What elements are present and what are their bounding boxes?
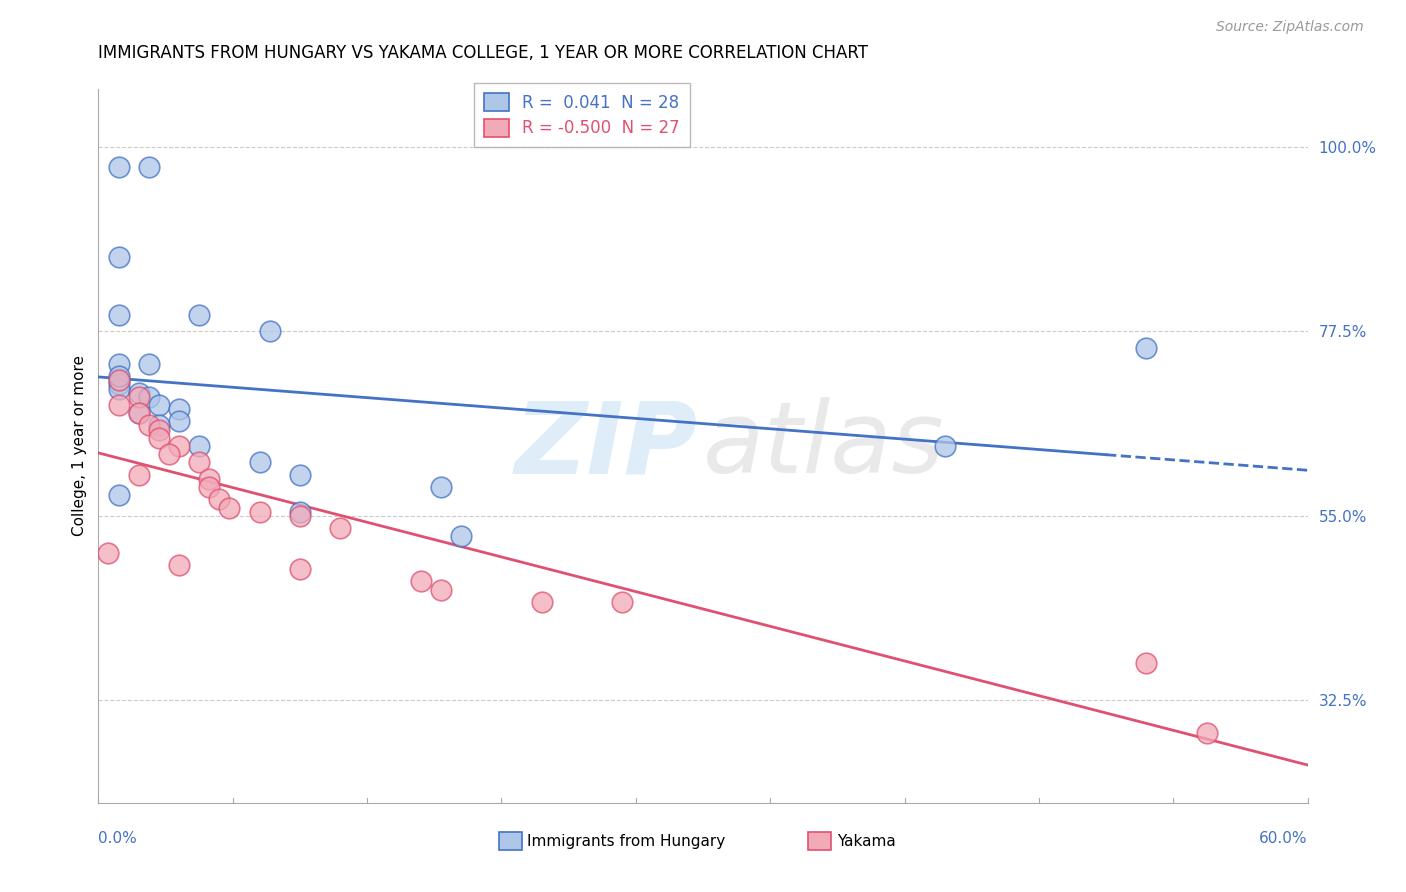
Point — [148, 423, 170, 437]
Point — [1135, 341, 1157, 355]
Point — [288, 508, 311, 523]
Text: Yakama: Yakama — [837, 834, 896, 848]
Point — [409, 574, 432, 589]
Point — [138, 160, 160, 174]
Point — [430, 480, 453, 494]
Point — [148, 418, 170, 433]
Text: 60.0%: 60.0% — [1260, 831, 1308, 846]
Point — [107, 398, 129, 412]
Point — [107, 308, 129, 322]
Point — [612, 595, 634, 609]
Point — [138, 390, 160, 404]
Point — [530, 595, 553, 609]
Point — [128, 467, 150, 482]
Point — [167, 402, 190, 417]
Point — [188, 308, 211, 322]
Point — [198, 480, 221, 494]
Point — [188, 455, 211, 469]
Point — [128, 390, 150, 404]
Point — [148, 431, 170, 445]
Legend: R =  0.041  N = 28, R = -0.500  N = 27: R = 0.041 N = 28, R = -0.500 N = 27 — [474, 83, 690, 147]
Point — [249, 505, 271, 519]
Point — [128, 406, 150, 420]
Point — [430, 582, 453, 597]
Point — [107, 160, 129, 174]
Point — [934, 439, 956, 453]
Point — [167, 439, 190, 453]
Point — [107, 377, 129, 392]
Text: atlas: atlas — [703, 398, 945, 494]
Point — [259, 324, 281, 338]
Point — [288, 467, 311, 482]
Point — [157, 447, 180, 461]
Point — [138, 418, 160, 433]
Point — [188, 439, 211, 453]
Point — [138, 357, 160, 371]
Point — [218, 500, 240, 515]
Point — [128, 406, 150, 420]
Point — [107, 373, 129, 387]
Point — [97, 546, 120, 560]
Point — [208, 492, 231, 507]
Point — [107, 373, 129, 387]
Text: 0.0%: 0.0% — [98, 831, 138, 846]
Text: ZIP: ZIP — [515, 398, 697, 494]
Point — [148, 398, 170, 412]
Point — [450, 529, 472, 543]
Point — [128, 385, 150, 400]
Point — [1135, 657, 1157, 671]
Point — [107, 251, 129, 265]
Point — [329, 521, 352, 535]
Point — [107, 369, 129, 384]
Point — [107, 357, 129, 371]
Y-axis label: College, 1 year or more: College, 1 year or more — [72, 356, 87, 536]
Point — [198, 472, 221, 486]
Point — [249, 455, 271, 469]
Point — [167, 558, 190, 572]
Point — [1195, 726, 1218, 740]
Text: Source: ZipAtlas.com: Source: ZipAtlas.com — [1216, 21, 1364, 34]
Text: Immigrants from Hungary: Immigrants from Hungary — [527, 834, 725, 848]
Point — [167, 414, 190, 428]
Point — [107, 382, 129, 396]
Point — [107, 488, 129, 502]
Point — [288, 562, 311, 576]
Point — [288, 505, 311, 519]
Text: IMMIGRANTS FROM HUNGARY VS YAKAMA COLLEGE, 1 YEAR OR MORE CORRELATION CHART: IMMIGRANTS FROM HUNGARY VS YAKAMA COLLEG… — [98, 44, 869, 62]
